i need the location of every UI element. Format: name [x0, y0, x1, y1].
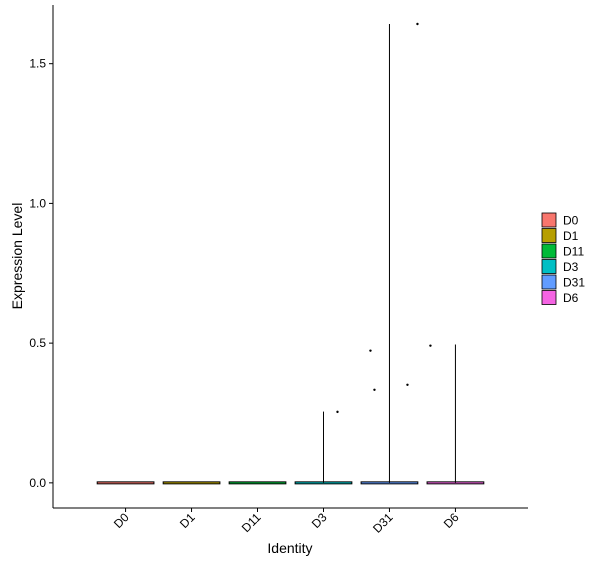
violin — [96, 481, 155, 485]
x-tick-label: D6 — [441, 510, 462, 531]
x-tick-label: D0 — [111, 510, 132, 531]
jitter-point — [429, 344, 432, 347]
legend-key — [541, 274, 557, 290]
legend-key — [541, 290, 557, 305]
y-axis-label: Expression Level — [9, 203, 25, 310]
y-tick-label: 0.0 — [29, 476, 46, 490]
legend-label: D3 — [563, 260, 579, 274]
legend-key — [541, 212, 557, 228]
x-tick-label: D31 — [370, 510, 396, 536]
x-axis-label: Identity — [267, 540, 312, 556]
y-tick-label: 1.5 — [29, 57, 46, 71]
violin — [228, 481, 287, 485]
x-tick-label: D3 — [309, 510, 330, 531]
violin — [162, 481, 221, 485]
legend-key — [541, 259, 557, 274]
jitter-point — [369, 349, 372, 352]
jitter-point — [373, 388, 376, 391]
jitter-point — [336, 410, 339, 414]
jitter-point — [406, 383, 409, 386]
jitter-point — [416, 22, 419, 26]
y-tick-label: 1.0 — [29, 196, 46, 210]
legend-label: D1 — [563, 229, 579, 243]
legend-label: D6 — [563, 291, 579, 305]
legend-label: D31 — [563, 276, 585, 290]
legend-key — [541, 228, 557, 243]
legend-key — [541, 243, 557, 259]
legend-label: D0 — [563, 214, 579, 228]
legend-label: D11 — [563, 245, 584, 259]
x-tick-label: D1 — [177, 510, 198, 531]
x-tick-label: D11 — [239, 510, 264, 535]
y-tick-label: 0.5 — [29, 336, 46, 350]
